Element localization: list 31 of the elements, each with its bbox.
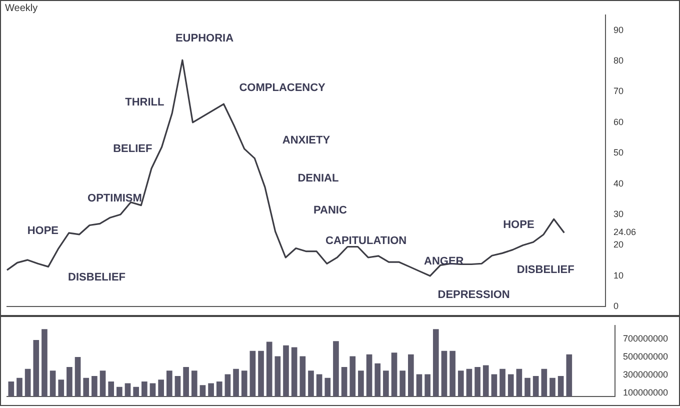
annotation: DENIAL <box>298 172 339 184</box>
y-tick-label: 500000000 <box>622 351 668 362</box>
y-tick-label: 700000000 <box>622 333 668 344</box>
chart-title: Weekly <box>5 2 38 14</box>
y-tick-label: 90 <box>613 24 624 35</box>
y-tick-label: 80 <box>613 56 624 66</box>
y-tick-label: 30 <box>613 209 624 219</box>
annotation: PANIC <box>313 204 347 216</box>
y-tick-label: 0 <box>613 301 618 312</box>
annotation: BELIEF <box>113 143 153 156</box>
annotation: EUPHORIA <box>175 32 234 44</box>
annotation: COMPLACENCY <box>239 82 326 94</box>
y-tick-label: 50 <box>613 148 624 158</box>
annotation: THRILL <box>125 96 164 109</box>
annotation: CAPITULATION <box>326 235 407 248</box>
y-tick-label: 10 <box>613 270 624 280</box>
annotation: ANGER <box>424 255 464 268</box>
annotation: DISBELIEF <box>68 271 126 284</box>
y-tick-label: 24.06 <box>613 227 636 238</box>
annotation: ANXIETY <box>282 134 331 146</box>
y-tick-label: 40 <box>613 178 624 188</box>
annotation: OPTIMISM <box>88 192 142 205</box>
annotation: DEPRESSION <box>438 288 510 301</box>
y-tick-label: 20 <box>613 240 624 250</box>
annotation: HOPE <box>503 218 534 231</box>
annotation: DISBELIEF <box>516 264 575 276</box>
annotation: HOPE <box>27 224 58 237</box>
y-tick-label: 70 <box>613 86 624 96</box>
y-tick-label: 60 <box>613 116 624 127</box>
y-tick-label: 100000000 <box>622 387 668 398</box>
y-tick-label: 300000000 <box>622 369 668 380</box>
